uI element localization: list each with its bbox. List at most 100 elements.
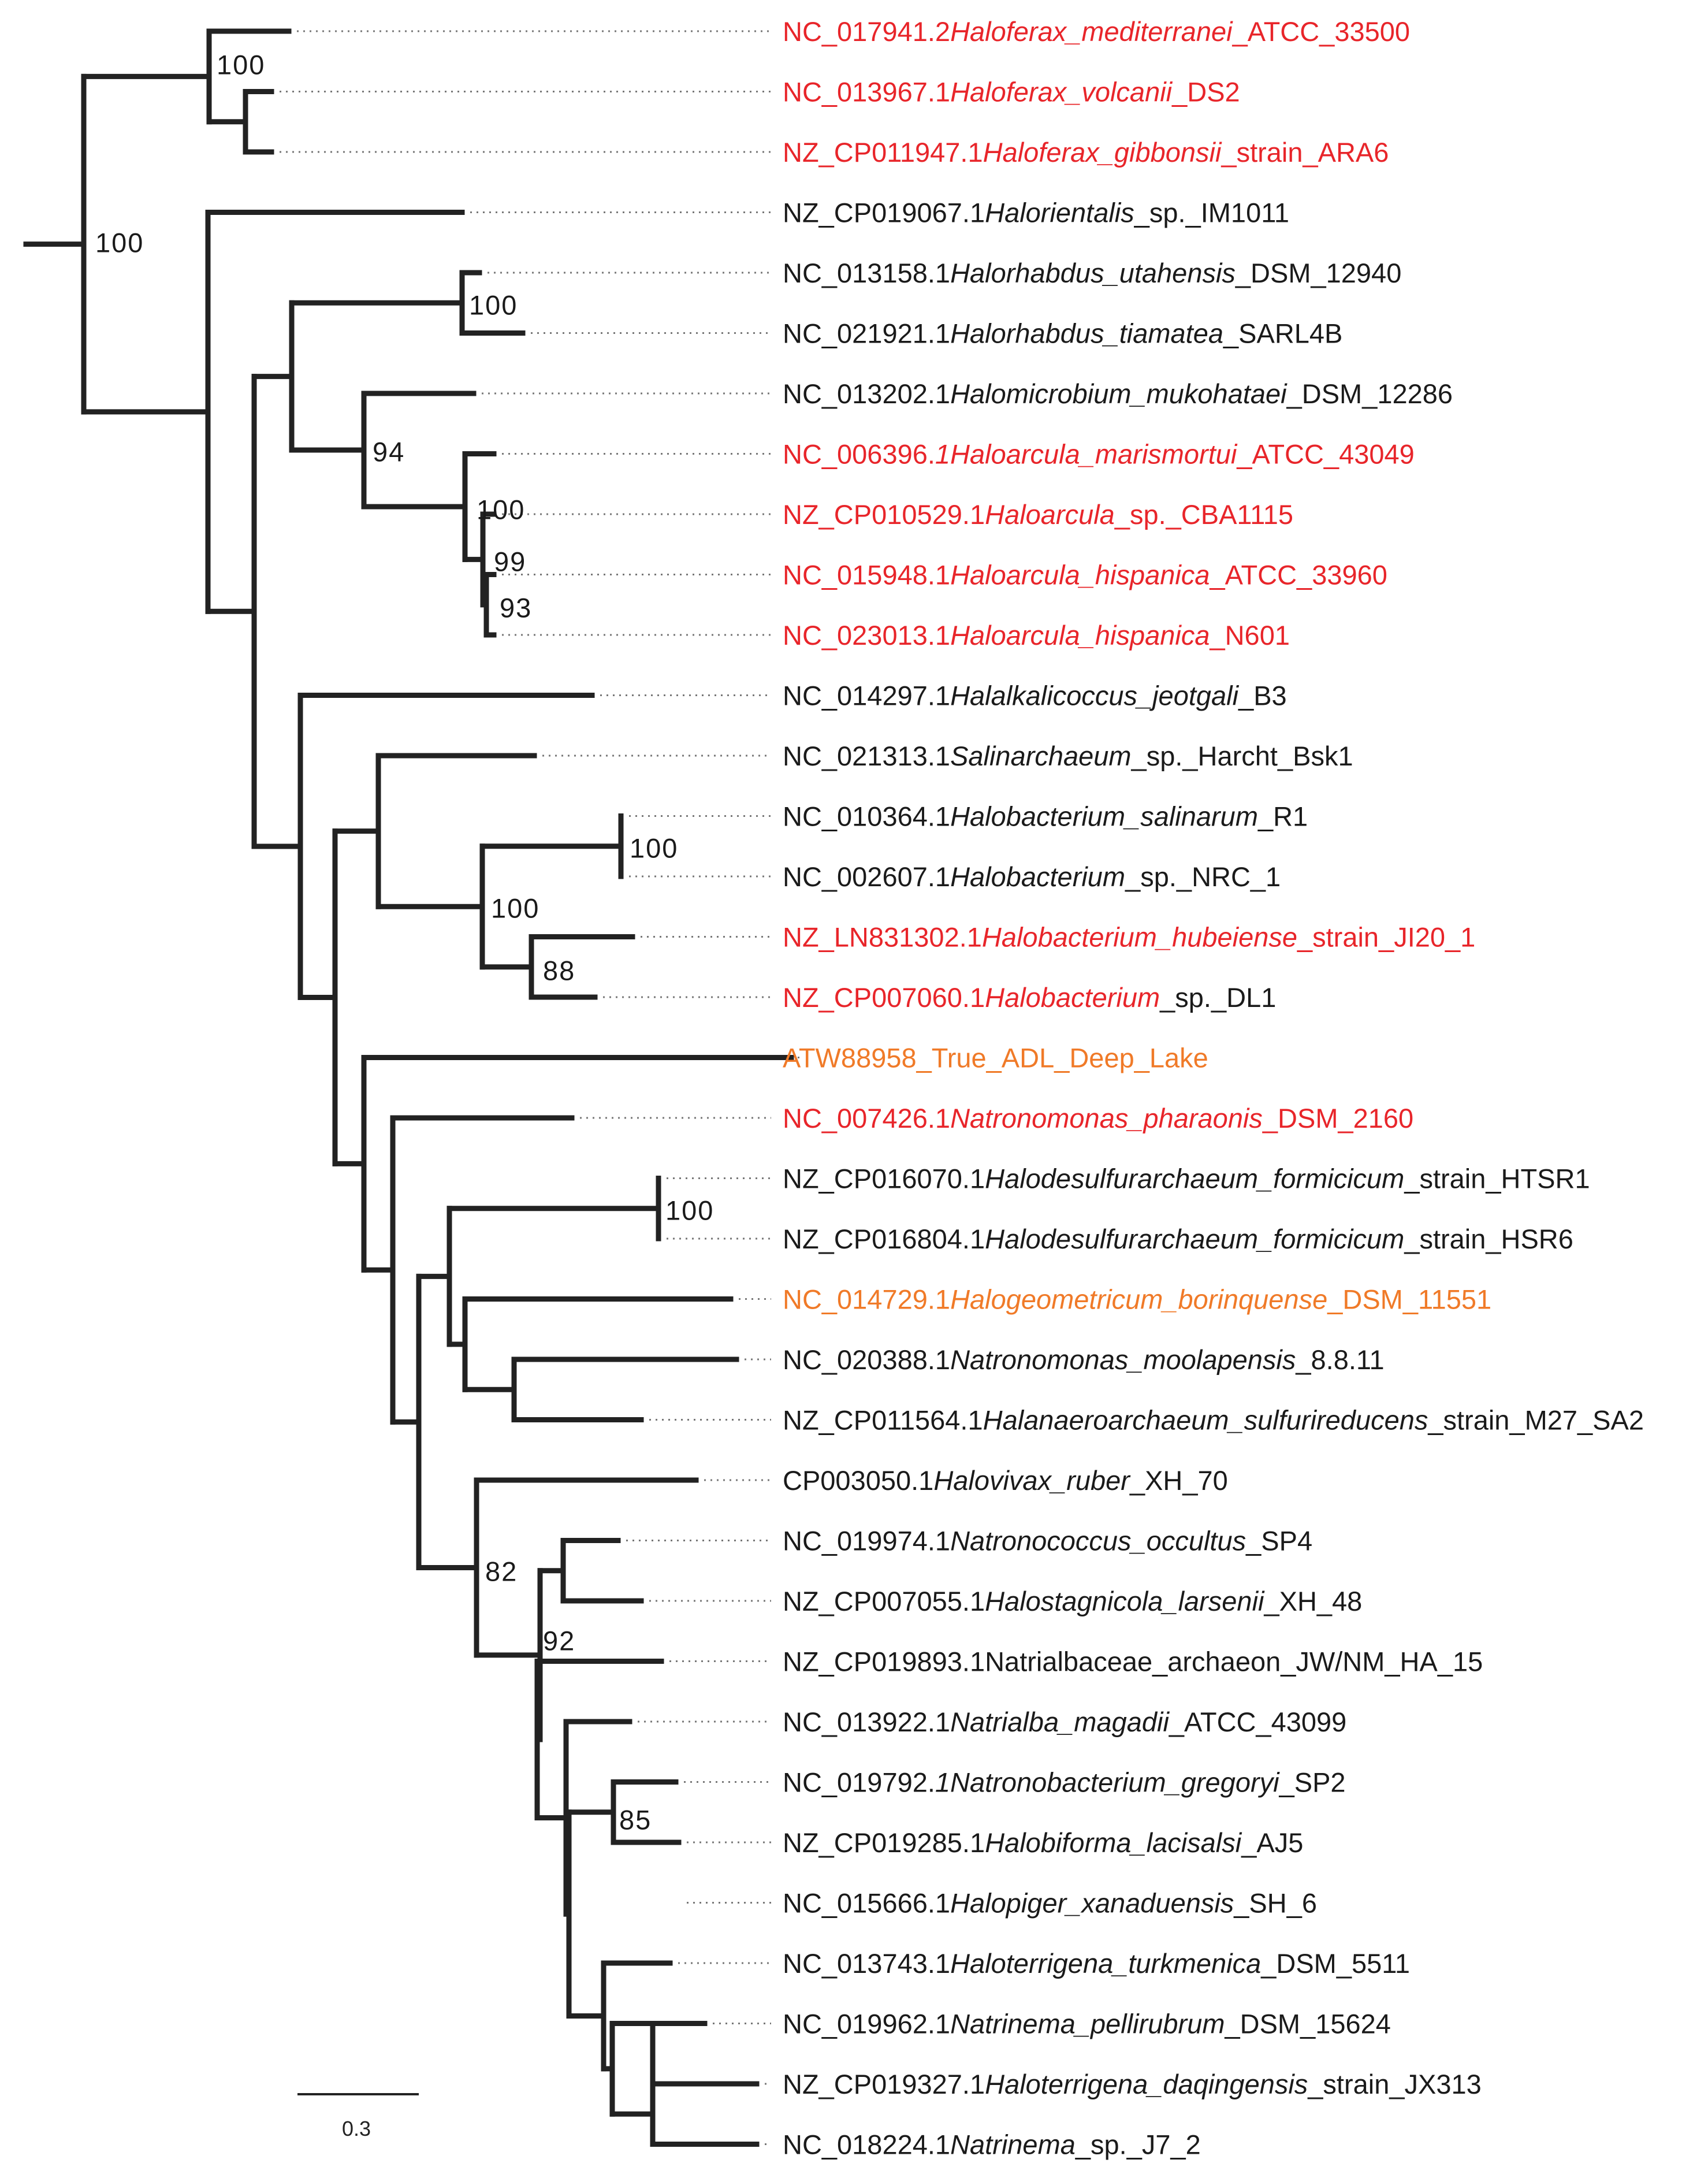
bootstrap-support-value: 100 xyxy=(469,290,518,321)
taxon-species: Halobiforma_lacisalsi xyxy=(985,1827,1242,1858)
taxon-species: Haloterrigena_turkmenica xyxy=(950,1948,1261,1979)
taxon-species: Halobacterium_hubeiense xyxy=(982,921,1297,952)
taxon-species: Haloferax_volcanii xyxy=(950,76,1173,107)
taxon-label: NC_006396.1Haloarcula_marismortui_ATCC_4… xyxy=(783,438,1415,469)
taxon-species: Natrinema_pellirubrum xyxy=(950,2008,1225,2039)
taxon-strain: _SARL4B xyxy=(1223,318,1342,348)
taxon-accession: NZ_CP007060.1 xyxy=(783,982,985,1013)
taxon-accession: NC_021313.1 xyxy=(783,741,950,771)
taxon-accession: NZ_CP011564.1 xyxy=(783,1404,983,1435)
taxon-strain: _R1 xyxy=(1257,801,1308,831)
taxon-strain: _ATCC_43099 xyxy=(1169,1707,1346,1737)
bootstrap-support-value: 94 xyxy=(373,437,405,467)
taxon-accession: NZ_CP007055.1 xyxy=(783,1586,985,1616)
taxon-strain: _strain_JX313 xyxy=(1307,2069,1481,2099)
bootstrap-support-value: 99 xyxy=(494,547,526,577)
taxon-strain: _8.8.11 xyxy=(1295,1344,1384,1375)
taxon-strain: _strain_M27_SA2 xyxy=(1427,1404,1644,1435)
taxon-species: Natronomonas_pharaonis xyxy=(950,1103,1263,1133)
taxon-accession: NC_013158.1 xyxy=(783,258,950,288)
taxon-strain: _AJ5 xyxy=(1241,1827,1303,1858)
taxon-label: NZ_CP011564.1Halanaeroarchaeum_sulfurire… xyxy=(783,1404,1644,1435)
taxon-species: Halopiger_xanaduensis xyxy=(950,1887,1234,1918)
taxon-accession: NC_019974.1 xyxy=(783,1525,950,1556)
taxon-strain: _N601 xyxy=(1209,620,1290,651)
taxon-species: Halorhabdus_utahensis xyxy=(950,258,1236,288)
taxon-accession: NC_006396. xyxy=(783,438,935,469)
bootstrap-support-value: 85 xyxy=(619,1805,652,1835)
taxon-strain: _DSM_12940 xyxy=(1235,258,1401,288)
taxon-strain: _strain_HTSR1 xyxy=(1404,1163,1590,1194)
taxon-species: Halodesulfurarchaeum_formicicum xyxy=(985,1224,1404,1254)
taxon-label: NC_013743.1Haloterrigena_turkmenica_DSM_… xyxy=(783,1948,1410,1979)
taxon-strain: _strain_ARA6 xyxy=(1220,137,1389,168)
taxon-strain: _ATCC_33500 xyxy=(1232,16,1410,47)
taxon-species: Natrialba_magadii xyxy=(950,1707,1170,1737)
bootstrap-support-value: 100 xyxy=(665,1195,714,1226)
leader-lines xyxy=(280,30,799,2145)
taxon-label: NC_017941.2Haloferax_mediterranei_ATCC_3… xyxy=(783,16,1410,47)
taxon-species: Halalkalicoccus_jeotgali xyxy=(950,680,1240,711)
taxon-species: Halovivax_ruber xyxy=(933,1465,1131,1496)
branch-lines xyxy=(23,28,794,2147)
taxon-label: NZ_CP019285.1Halobiforma_lacisalsi_AJ5 xyxy=(783,1827,1303,1858)
bootstrap-support-value: 93 xyxy=(500,593,532,623)
taxon-accession: NC_013967.1 xyxy=(783,76,950,107)
taxon-accession: NC_019962.1 xyxy=(783,2008,950,2039)
taxon-label: NC_019792.1Natronobacterium_gregoryi_SP2 xyxy=(783,1767,1346,1797)
taxon-strain: _sp._Harcht_Bsk1 xyxy=(1131,741,1353,771)
taxon-label: NC_014729.1Halogeometricum_borinquense_D… xyxy=(783,1284,1491,1314)
taxon-strain: _sp._DL1 xyxy=(1159,982,1276,1013)
taxon-accession: NZ_LN831302.1 xyxy=(783,921,982,952)
taxon-accession: NZ_CP011947.1 xyxy=(783,137,983,168)
bootstrap-support-value: 100 xyxy=(217,50,265,80)
bootstrap-support-value: 82 xyxy=(485,1556,518,1587)
taxon-label: NC_002607.1Halobacterium_sp._NRC_1 xyxy=(783,861,1281,892)
taxon-accession: NC_015666.1 xyxy=(783,1887,950,1918)
taxon-label: NZ_LN831302.1Halobacterium_hubeiense_str… xyxy=(783,921,1475,952)
taxon-label: NC_014297.1Halalkalicoccus_jeotgali_B3 xyxy=(783,680,1287,711)
taxon-strain: _ATCC_33960 xyxy=(1209,559,1387,590)
taxon-label: NC_020388.1Natronomonas_moolapensis_8.8.… xyxy=(783,1344,1385,1375)
taxon-accession: NC_019792. xyxy=(783,1767,935,1797)
taxon-label: NZ_CP011947.1Haloferax_gibbonsii_strain_… xyxy=(783,137,1389,168)
bootstrap-support-value: 100 xyxy=(477,495,525,525)
taxon-accession: NZ_CP016804.1 xyxy=(783,1224,985,1254)
taxon-strain: _DS2 xyxy=(1171,76,1240,107)
bootstrap-support-value: 92 xyxy=(543,1626,575,1656)
taxon-species: Halogeometricum_borinquense xyxy=(950,1284,1327,1314)
bootstrap-support-value: 100 xyxy=(95,228,144,258)
taxon-label: NC_018224.1Natrinema_sp._J7_2 xyxy=(783,2129,1201,2160)
taxon-species: Haloarcula_hispanica xyxy=(950,559,1210,590)
taxon-accession: NC_014729.1 xyxy=(783,1284,950,1314)
taxon-label: NC_023013.1Haloarcula_hispanica_N601 xyxy=(783,620,1290,651)
taxon-label: NZ_CP010529.1Haloarcula_sp._CBA1115 xyxy=(783,499,1293,530)
taxon-accession: ATW88958_True_ADL_Deep_Lake xyxy=(783,1042,1208,1073)
taxon-label: NC_013922.1Natrialba_magadii_ATCC_43099 xyxy=(783,1707,1346,1737)
taxon-label: NC_021921.1Halorhabdus_tiamatea_SARL4B xyxy=(783,318,1342,348)
taxon-strain: _ATCC_43049 xyxy=(1236,438,1414,469)
taxon-strain: _DSM_12286 xyxy=(1286,378,1453,409)
taxon-label: NZ_CP019893.1Natrialbaceae_archaeon_JW/N… xyxy=(783,1646,1483,1677)
taxon-accession: NC_021921.1 xyxy=(783,318,950,348)
taxon-strain: _DSM_2160 xyxy=(1262,1103,1413,1133)
taxon-species: Halorhabdus_tiamatea xyxy=(950,318,1223,348)
taxon-accession: NZ_CP019285.1 xyxy=(783,1827,985,1858)
taxon-accession: NC_014297.1 xyxy=(783,680,950,711)
taxon-label: NC_019962.1Natrinema_pellirubrum_DSM_156… xyxy=(783,2008,1391,2039)
taxon-strain: _SP2 xyxy=(1279,1767,1346,1797)
taxon-accession: NC_013202.1 xyxy=(783,378,950,409)
taxon-species: Halomicrobium_mukohataei xyxy=(950,378,1287,409)
taxon-label: NC_013967.1Haloferax_volcanii_DS2 xyxy=(783,76,1240,107)
taxon-accession: NZ_CP010529.1 xyxy=(783,499,985,530)
taxon-species: Halobacterium xyxy=(985,982,1160,1013)
taxon-label: NC_013158.1Halorhabdus_utahensis_DSM_129… xyxy=(783,258,1401,288)
taxon-accession: NC_013922.1 xyxy=(783,1707,950,1737)
taxon-strain: _sp._NRC_1 xyxy=(1125,861,1281,892)
taxon-label: NZ_CP007055.1Halostagnicola_larsenii_XH_… xyxy=(783,1586,1362,1616)
taxon-label: NZ_CP016070.1Halodesulfurarchaeum_formic… xyxy=(783,1163,1590,1194)
taxon-label: NZ_CP007060.1Halobacterium_sp._DL1 xyxy=(783,982,1276,1013)
taxon-strain: _DSM_15624 xyxy=(1224,2008,1390,2039)
taxon-species: Natrinema xyxy=(950,2129,1076,2160)
taxon-strain: _SP4 xyxy=(1245,1525,1312,1556)
